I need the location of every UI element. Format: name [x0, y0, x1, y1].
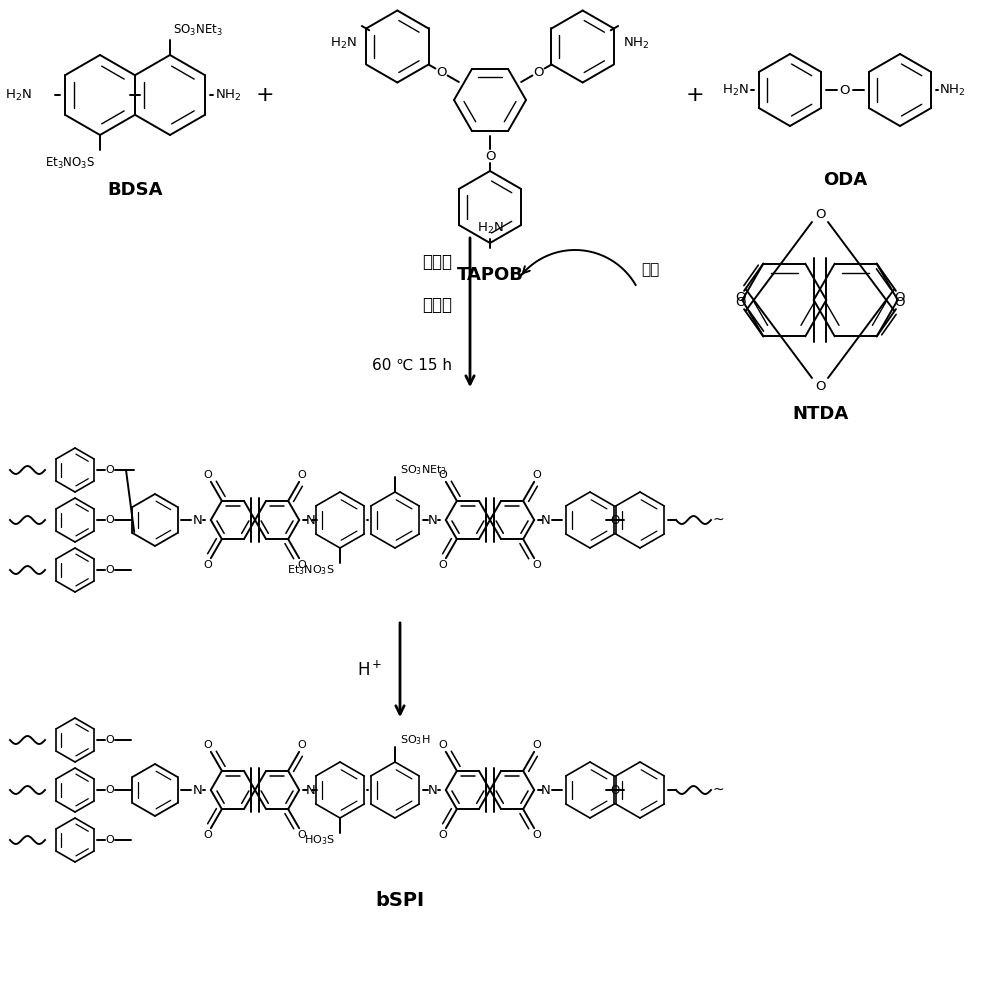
- Text: O: O: [736, 296, 746, 309]
- Text: O: O: [610, 783, 620, 796]
- Text: bSPI: bSPI: [375, 891, 425, 910]
- Text: O: O: [840, 83, 850, 96]
- Text: O: O: [815, 379, 825, 392]
- Text: NH$_2$: NH$_2$: [215, 87, 241, 102]
- Text: H$_2$N: H$_2$N: [722, 82, 749, 97]
- Text: O: O: [298, 560, 307, 570]
- Text: O: O: [203, 470, 212, 480]
- Text: O: O: [106, 735, 114, 745]
- Text: O: O: [438, 830, 447, 840]
- Text: N: N: [193, 513, 203, 526]
- Text: NH$_2$: NH$_2$: [939, 82, 965, 97]
- Text: SO$_3$NEt$_3$: SO$_3$NEt$_3$: [400, 463, 447, 477]
- Text: O: O: [298, 830, 307, 840]
- Text: O: O: [106, 565, 114, 575]
- Text: O: O: [203, 560, 212, 570]
- Text: O: O: [894, 291, 904, 304]
- Text: O: O: [438, 740, 447, 750]
- Text: +: +: [686, 85, 704, 105]
- Text: H$_2$N: H$_2$N: [5, 87, 32, 102]
- Text: ~: ~: [713, 783, 725, 797]
- Text: O: O: [106, 785, 114, 795]
- Text: 苯甲酸: 苯甲酸: [422, 296, 452, 314]
- Text: SO$_3$H: SO$_3$H: [400, 733, 430, 747]
- Text: Et$_3$NO$_3$S: Et$_3$NO$_3$S: [45, 156, 95, 171]
- Text: O: O: [533, 66, 544, 78]
- Text: ~: ~: [713, 513, 725, 527]
- Text: TAPOB: TAPOB: [457, 266, 523, 284]
- Text: O: O: [438, 560, 447, 570]
- Text: N: N: [541, 783, 551, 796]
- Text: O: O: [894, 296, 904, 309]
- Text: O: O: [533, 830, 542, 840]
- Text: O: O: [736, 291, 746, 304]
- Text: O: O: [298, 470, 307, 480]
- Text: N: N: [306, 783, 316, 796]
- Text: Et$_3$NO$_3$S: Et$_3$NO$_3$S: [287, 563, 335, 577]
- Text: O: O: [203, 830, 212, 840]
- Text: BDSA: BDSA: [107, 181, 163, 199]
- Text: O: O: [106, 835, 114, 845]
- Text: ODA: ODA: [823, 171, 867, 189]
- Text: N: N: [428, 513, 438, 526]
- Text: O: O: [533, 470, 542, 480]
- Text: N: N: [193, 783, 203, 796]
- Text: O: O: [106, 515, 114, 525]
- Text: O: O: [438, 470, 447, 480]
- Text: O: O: [815, 208, 825, 220]
- Text: NH$_2$: NH$_2$: [623, 36, 650, 51]
- Text: O: O: [533, 740, 542, 750]
- Text: SO$_3$NEt$_3$: SO$_3$NEt$_3$: [173, 23, 223, 38]
- Text: N: N: [306, 513, 316, 526]
- Text: O: O: [106, 465, 114, 475]
- Text: H$_2$N: H$_2$N: [330, 36, 357, 51]
- Text: +: +: [256, 85, 274, 105]
- Text: N: N: [541, 513, 551, 526]
- Text: O: O: [436, 66, 447, 78]
- Text: O: O: [610, 513, 620, 526]
- Text: 滴加: 滴加: [641, 262, 659, 277]
- Text: O: O: [485, 150, 495, 163]
- Text: O: O: [203, 740, 212, 750]
- Text: N: N: [428, 783, 438, 796]
- Text: O: O: [533, 560, 542, 570]
- Text: NTDA: NTDA: [792, 405, 848, 423]
- Text: 60 ℃ 15 h: 60 ℃ 15 h: [372, 357, 452, 372]
- Text: H$^+$: H$^+$: [357, 660, 382, 679]
- Text: H$_2$N: H$_2$N: [477, 220, 503, 236]
- Text: HO$_3$S: HO$_3$S: [304, 833, 335, 847]
- Text: 间甲酚: 间甲酚: [422, 253, 452, 271]
- Text: O: O: [298, 740, 307, 750]
